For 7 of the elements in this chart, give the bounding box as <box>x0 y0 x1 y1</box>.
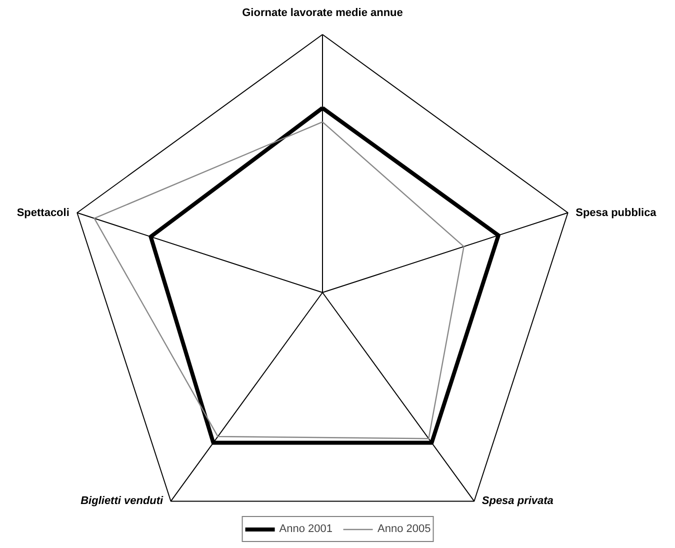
spoke-label: Giornate lavorate medie annue <box>242 7 403 20</box>
spoke-label: Spesa pubblica <box>576 206 658 219</box>
spoke-label: Spettacoli <box>16 206 70 219</box>
spoke-label: Spesa privata <box>482 495 554 508</box>
legend-label: Anno 2005 <box>378 523 431 535</box>
legend-label: Anno 2001 <box>279 523 332 535</box>
spoke-label: Biglietti venduti <box>80 495 164 508</box>
